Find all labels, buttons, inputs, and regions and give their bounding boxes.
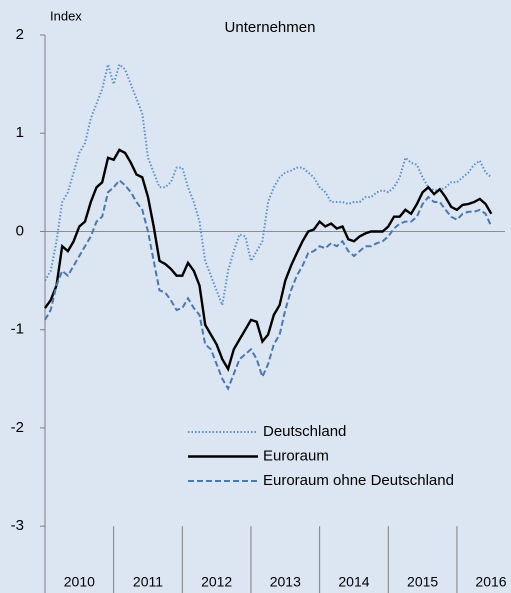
x-tick-label: 2011 <box>133 574 163 590</box>
y-tick-label: 0 <box>16 222 24 239</box>
y-axis-label: Index <box>50 8 82 23</box>
x-tick-label: 2015 <box>407 574 438 590</box>
y-tick-label: -3 <box>11 517 24 534</box>
y-tick-label: -1 <box>11 321 24 338</box>
chart-title: Unternehmen <box>225 19 316 36</box>
legend-label: Deutschland <box>263 423 346 440</box>
y-tick-label: 2 <box>16 26 24 43</box>
series-line <box>44 148 493 373</box>
legend-label: Euroraum <box>263 447 329 464</box>
x-tick-label: 2012 <box>201 574 232 590</box>
series-line <box>44 178 493 391</box>
x-tick-label: 2013 <box>270 574 301 590</box>
legend-label: Euroraum ohne Deutschland <box>263 472 454 489</box>
x-tick-label: 2010 <box>64 574 95 590</box>
x-tick-label: 2016 <box>475 574 506 590</box>
x-tick-label: 2014 <box>338 574 369 590</box>
y-tick-label: -2 <box>11 419 24 436</box>
y-tick-label: 1 <box>16 124 24 141</box>
